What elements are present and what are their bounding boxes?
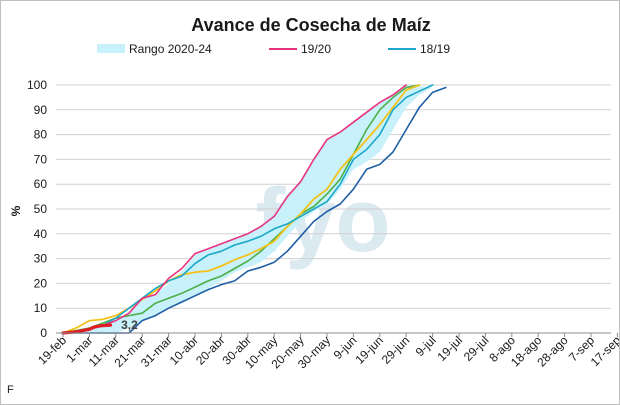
y-tick-label: 60: [34, 177, 48, 191]
legend-label-band: Rango 2020-24: [129, 42, 212, 56]
y-tick-label: 40: [34, 227, 48, 241]
y-tick-label: 30: [34, 252, 48, 266]
grid: [56, 84, 611, 334]
x-tick-label: 10-abr: [167, 333, 201, 367]
chart-title: Avance de Cosecha de Maíz: [191, 15, 430, 35]
range-band-area: [63, 85, 433, 333]
y-tick-label: 0: [40, 326, 47, 340]
series-line-navy: [62, 86, 447, 334]
x-tick-label: 19-jul: [434, 333, 465, 364]
x-tick-label: 29-jul: [461, 333, 492, 364]
legend: Rango 2020-24 19/20 18/19: [97, 42, 450, 56]
x-tick-label: 20-abr: [193, 333, 227, 367]
series-line-s1920: [62, 84, 408, 334]
series-line-current: [61, 323, 113, 335]
y-tick-label: 70: [34, 152, 48, 166]
range-band: [63, 85, 433, 333]
legend-swatch-band: [97, 44, 125, 53]
footer-mark: F: [7, 384, 14, 396]
y-tick-label: 50: [34, 202, 48, 216]
series-line-yellow: [62, 84, 421, 334]
y-tick-label: 20: [34, 276, 48, 290]
series-group: [61, 84, 447, 335]
x-tick-label: 28-ago: [534, 333, 571, 370]
y-tick-label: 90: [34, 103, 48, 117]
series-line-s1819: [62, 84, 434, 334]
annotations: 3,2: [121, 318, 138, 332]
y-tick-label: 10: [34, 301, 48, 315]
y-tick-label: 100: [27, 78, 47, 92]
legend-label-18-19: 18/19: [420, 42, 450, 56]
x-tick-label: 19-jun: [352, 333, 385, 366]
y-tick-label: 80: [34, 128, 48, 142]
legend-label-19-20: 19/20: [301, 42, 331, 56]
y-axis-label: %: [9, 205, 23, 216]
x-tick-label: 29-jun: [379, 333, 412, 366]
annotation-label: 3,2: [121, 318, 138, 332]
